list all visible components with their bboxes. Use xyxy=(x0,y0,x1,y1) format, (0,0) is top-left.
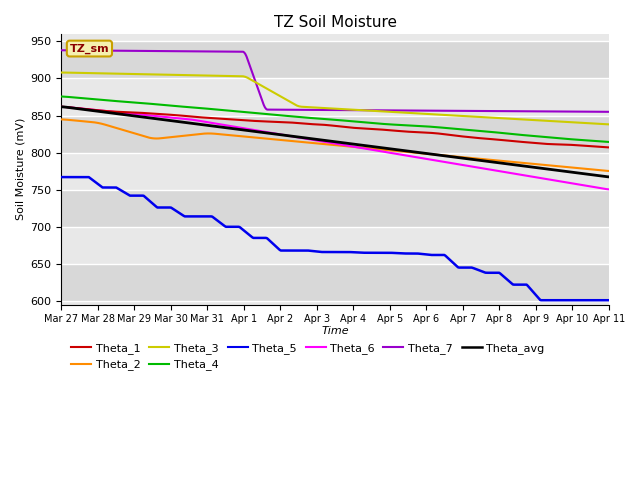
Theta_7 xyxy=(555,108,563,114)
Theta_1 xyxy=(364,126,372,132)
Theta_3 xyxy=(460,113,468,119)
Theta_4 xyxy=(605,139,612,145)
Theta_avg xyxy=(58,104,65,109)
Title: TZ Soil Moisture: TZ Soil Moisture xyxy=(274,15,397,30)
Theta_1 xyxy=(390,128,398,133)
Theta_4 xyxy=(58,94,65,99)
Theta_7 xyxy=(228,49,236,55)
Theta_5 xyxy=(228,224,236,229)
Theta_2 xyxy=(289,138,296,144)
Theta_2 xyxy=(555,164,563,169)
Theta_7 xyxy=(390,108,398,113)
Theta_2 xyxy=(390,148,398,154)
Line: Theta_7: Theta_7 xyxy=(61,50,609,112)
Theta_5 xyxy=(556,297,564,303)
Theta_3 xyxy=(58,70,65,75)
Theta_2 xyxy=(460,155,468,160)
Line: Theta_2: Theta_2 xyxy=(61,120,609,171)
Line: Theta_avg: Theta_avg xyxy=(61,107,609,177)
Y-axis label: Soil Moisture (mV): Soil Moisture (mV) xyxy=(15,118,25,220)
Theta_4 xyxy=(460,127,468,132)
Bar xyxy=(61,227,609,264)
Line: Theta_1: Theta_1 xyxy=(61,107,609,147)
Bar xyxy=(61,153,609,190)
Theta_6 xyxy=(390,151,398,156)
Theta_avg xyxy=(555,168,563,173)
Theta_5 xyxy=(460,264,468,270)
Theta_6 xyxy=(364,146,372,152)
Theta_4 xyxy=(228,108,236,114)
Line: Theta_3: Theta_3 xyxy=(61,72,609,124)
Text: TZ_sm: TZ_sm xyxy=(70,43,109,54)
Theta_avg xyxy=(390,146,398,152)
Theta_6 xyxy=(605,187,612,192)
Theta_2 xyxy=(58,117,65,122)
Theta_1 xyxy=(460,134,468,140)
Theta_6 xyxy=(228,123,236,129)
Line: Theta_4: Theta_4 xyxy=(61,96,609,142)
Theta_7 xyxy=(605,109,612,115)
Theta_6 xyxy=(460,162,468,168)
Theta_1 xyxy=(228,117,236,122)
Theta_1 xyxy=(58,104,65,109)
X-axis label: Time: Time xyxy=(321,326,349,336)
Theta_avg xyxy=(289,133,296,139)
Theta_5 xyxy=(58,174,65,180)
Theta_3 xyxy=(289,100,296,106)
Bar xyxy=(61,41,609,78)
Theta_5 xyxy=(605,297,612,303)
Bar xyxy=(61,116,609,153)
Theta_3 xyxy=(390,109,398,115)
Theta_avg xyxy=(364,143,372,149)
Theta_4 xyxy=(364,120,372,125)
Theta_1 xyxy=(289,120,296,125)
Theta_avg xyxy=(460,156,468,161)
Theta_avg xyxy=(228,126,236,132)
Theta_7 xyxy=(289,107,296,113)
Legend: Theta_1, Theta_2, Theta_3, Theta_4, Theta_5, Theta_6, Theta_7, Theta_avg: Theta_1, Theta_2, Theta_3, Theta_4, Thet… xyxy=(67,339,548,375)
Theta_5 xyxy=(538,297,545,303)
Theta_3 xyxy=(605,121,612,127)
Theta_1 xyxy=(555,142,563,147)
Theta_1 xyxy=(605,144,612,150)
Theta_5 xyxy=(289,248,296,253)
Theta_6 xyxy=(555,178,563,184)
Theta_3 xyxy=(228,73,236,79)
Theta_2 xyxy=(605,168,612,174)
Theta_7 xyxy=(460,108,468,114)
Bar xyxy=(61,190,609,227)
Line: Theta_6: Theta_6 xyxy=(61,107,609,190)
Theta_4 xyxy=(390,122,398,128)
Theta_6 xyxy=(58,104,65,109)
Theta_avg xyxy=(605,174,612,180)
Theta_7 xyxy=(58,48,65,53)
Theta_4 xyxy=(555,135,563,141)
Theta_3 xyxy=(555,119,563,124)
Theta_7 xyxy=(364,108,372,113)
Theta_3 xyxy=(364,108,372,113)
Theta_5 xyxy=(390,250,398,256)
Theta_4 xyxy=(289,113,296,119)
Bar xyxy=(61,78,609,116)
Theta_2 xyxy=(364,145,372,151)
Bar xyxy=(61,264,609,301)
Theta_6 xyxy=(289,133,296,139)
Line: Theta_5: Theta_5 xyxy=(61,177,609,300)
Theta_5 xyxy=(364,250,372,256)
Theta_2 xyxy=(228,132,236,138)
